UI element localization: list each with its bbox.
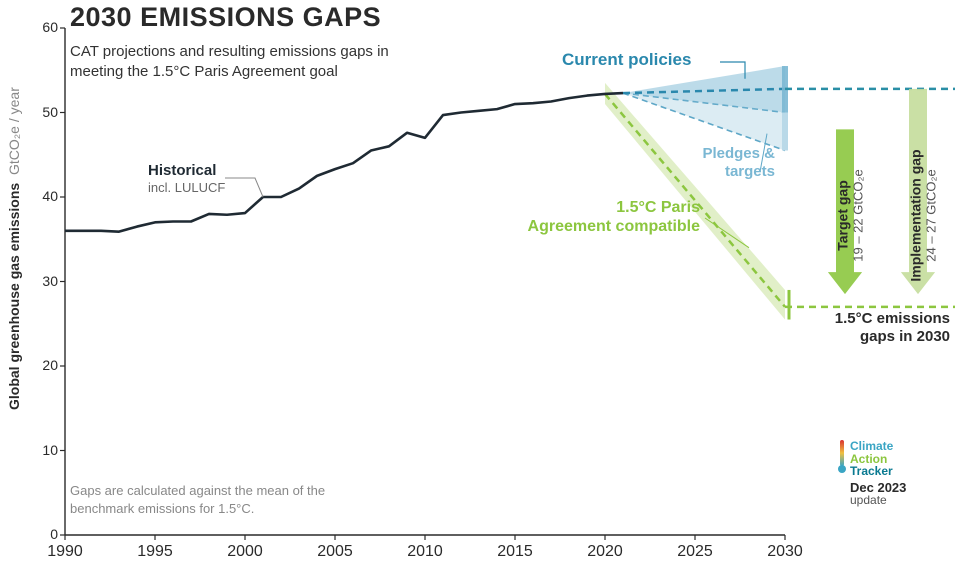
- x-tick: 2015: [491, 543, 539, 561]
- current-policies-label: Current policies: [562, 50, 691, 70]
- attribution-block: Climate Action Tracker Dec 2023 update: [850, 440, 940, 507]
- thermometer-icon: [838, 440, 846, 474]
- x-tick: 2025: [671, 543, 719, 561]
- footnote: Gaps are calculated against the mean of …: [70, 482, 370, 517]
- y-tick: 50: [28, 104, 58, 120]
- x-tick: 1995: [131, 543, 179, 561]
- y-tick: 20: [28, 357, 58, 373]
- y-tick: 30: [28, 273, 58, 289]
- y-tick: 0: [28, 526, 58, 542]
- x-tick: 2010: [401, 543, 449, 561]
- implementation-gap-label: Implementation gap 24 – 27 GtCO₂e: [908, 131, 939, 301]
- x-tick: 2030: [761, 543, 809, 561]
- paris-label: 1.5°C Paris Agreement compatible: [490, 198, 700, 236]
- gap-bottom-title: 1.5°C emissions gaps in 2030: [800, 310, 950, 346]
- y-tick: 40: [28, 188, 58, 204]
- historical-label: Historical incl. LULUCF: [148, 162, 225, 196]
- x-tick: 2020: [581, 543, 629, 561]
- y-tick: 10: [28, 442, 58, 458]
- pledges-label: Pledges & targets: [665, 145, 775, 181]
- x-tick: 2005: [311, 543, 359, 561]
- emissions-gap-chart: 2030 EMISSIONS GAPS CAT projections and …: [0, 0, 959, 573]
- x-tick: 2000: [221, 543, 269, 561]
- y-tick: 60: [28, 19, 58, 35]
- target-gap-label: Target gap 19 – 22 GtCO₂e: [835, 131, 866, 301]
- x-tick: 1990: [41, 543, 89, 561]
